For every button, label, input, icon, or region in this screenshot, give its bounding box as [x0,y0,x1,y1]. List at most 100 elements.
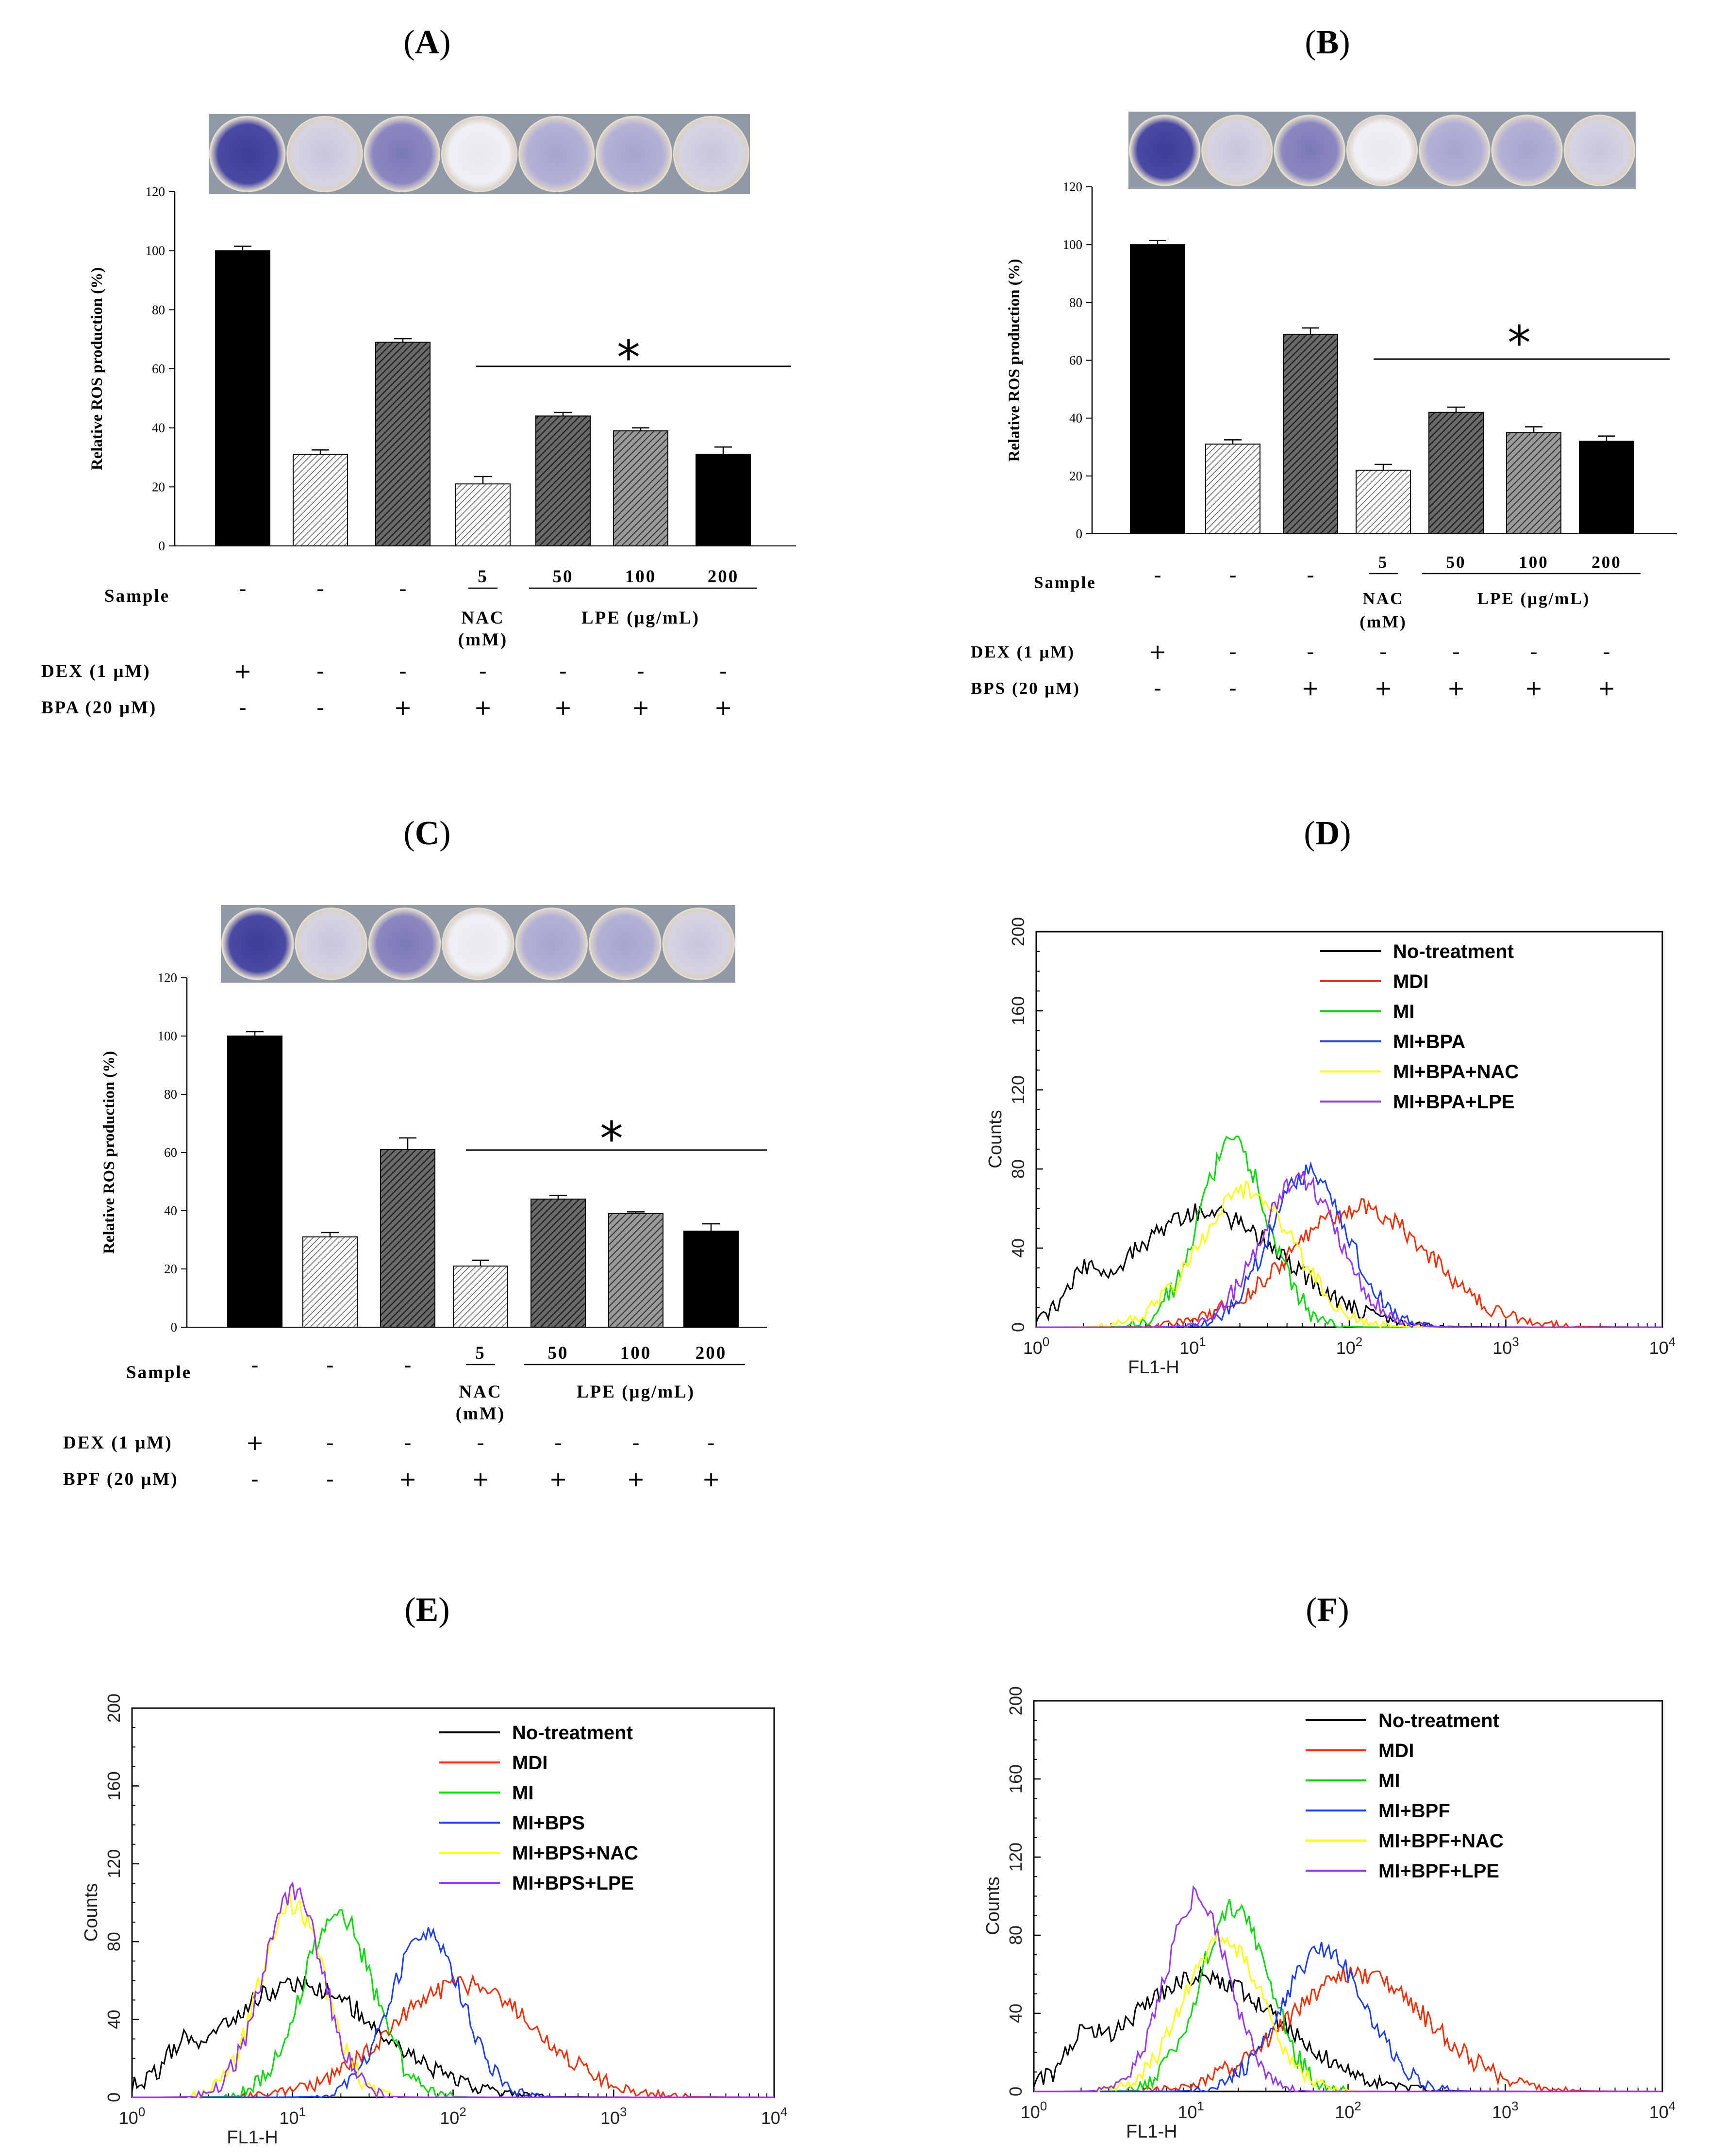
x-tick-exponent: 3 [1511,2099,1518,2113]
bar [530,1199,586,1328]
y-tick-label: 40 [1008,1238,1028,1258]
y-tick-label: 120 [104,1849,124,1878]
x-tick-base: 10 [600,2108,620,2128]
well-clear [442,117,516,191]
x-tick-base: 10 [1492,1338,1512,1358]
bar-panel-a: 0 20 40 60 80 100 120 Relative ROS production (… [41,114,796,720]
bp-cell: + [472,1467,490,1492]
well-mid [1275,116,1344,185]
bp-cell: + [474,695,492,720]
dex-cell: - [1452,640,1460,664]
row-label-sample: Sample [1034,573,1096,592]
x-tick-exponent: 4 [780,2105,787,2119]
legend-label: MI+BPF [1378,1800,1450,1822]
y-tick-label: 0 [171,1320,178,1334]
well-light [1565,116,1634,185]
panel-label-open: ( [1304,815,1315,852]
well-dark [211,117,284,191]
y-tick-label: 40 [152,421,165,435]
legend-label: MI+BPF+NAC [1378,1830,1504,1852]
lpe-dose: 200 [1591,553,1622,572]
significance-star: * [600,1112,623,1166]
y-tick-label: 100 [1063,237,1083,252]
well-mid [369,909,440,979]
dex-cell: - [1379,640,1387,664]
significance-star: * [1508,316,1531,370]
bar [1356,469,1411,535]
panel-label-letter: F [1317,1591,1338,1629]
bp-cell: + [1302,676,1320,701]
nac-dose: 5 [475,1343,486,1363]
bar [302,1236,358,1328]
legend-label: MDI [512,1752,547,1774]
y-tick-label: 80 [152,302,165,317]
well-light [296,909,366,979]
y-tick-label: 0 [1008,1322,1028,1332]
bar [293,454,348,547]
y-tick-label: 40 [104,2010,124,2029]
bar [696,454,751,547]
panel-label-open: ( [1306,1591,1317,1629]
dex-cell: - [554,1431,562,1455]
well-faint [1420,116,1489,185]
x-tick-base: 10 [119,2108,138,2128]
x-tick-exponent: 0 [138,2105,145,2119]
x-tick-exponent: 0 [1040,2099,1047,2113]
bar [227,1036,282,1328]
y-tick-label: 100 [158,1029,178,1043]
bar [1506,432,1561,534]
bp-cell: + [399,1467,417,1492]
x-tick-label: 102 [1335,2099,1361,2122]
lpe-dose: 100 [625,567,657,587]
dex-cell: + [1149,640,1167,664]
x-tick-exponent: 2 [1354,2099,1361,2113]
bp-cell: - [326,1467,334,1492]
y-tick-label: 20 [152,479,165,494]
lpe-label: LPE (μg/mL) [581,608,700,628]
y-axis-label: Counts [983,1876,1003,1935]
histogram-mdi [1034,1966,1662,2093]
x-tick-base: 10 [279,2108,298,2128]
well-faint [1492,116,1561,185]
y-tick-label: 200 [1008,917,1028,946]
bar [683,1231,739,1328]
x-tick-exponent: 1 [1197,2099,1204,2113]
dex-cell: - [404,1431,412,1455]
y-tick-label: 80 [1008,1159,1028,1179]
bar [1130,244,1185,534]
bar [1428,411,1484,534]
y-axis-label: Relative ROS production (%) [1006,259,1023,461]
lpe-dose: 50 [548,1343,569,1363]
dex-cell: - [559,659,567,684]
y-tick-label: 20 [1069,469,1082,483]
x-tick-exponent: 1 [1199,1334,1206,1349]
x-tick-label: 101 [1177,2099,1204,2122]
bp-cell: + [549,1467,567,1492]
bar [453,1266,508,1328]
dex-cell: - [1307,640,1314,664]
nac-unit: (mM) [458,630,508,650]
nac-unit: (mM) [456,1404,505,1424]
panel-label-open: ( [403,24,414,61]
y-tick-label: 200 [1006,1686,1026,1715]
bp-cell: - [316,695,324,720]
histogram-no-treatment [1035,1203,1662,1328]
x-tick-label: 103 [1492,1334,1519,1358]
sample-cell: - [1307,563,1314,588]
plot-frame [131,1707,775,2098]
sample-cell: - [326,1353,334,1378]
x-tick-label: 104 [1649,1334,1676,1358]
panel-label-close: ) [439,815,450,852]
x-axis-label: FL1-H [1128,1357,1179,1378]
lpe-dose: 50 [1446,553,1466,572]
legend-label: MI+BPA+LPE [1393,1091,1514,1113]
panel-label-letter: C [415,815,440,852]
x-tick-exponent: 2 [459,2105,466,2119]
y-tick-label: 0 [1006,2087,1026,2096]
panel-label-letter: B [1316,24,1339,61]
x-tick-label: 104 [761,2105,788,2128]
x-tick-base: 10 [1492,2102,1511,2122]
bp-cell: - [239,695,247,720]
lpe-dose: 100 [620,1343,652,1363]
